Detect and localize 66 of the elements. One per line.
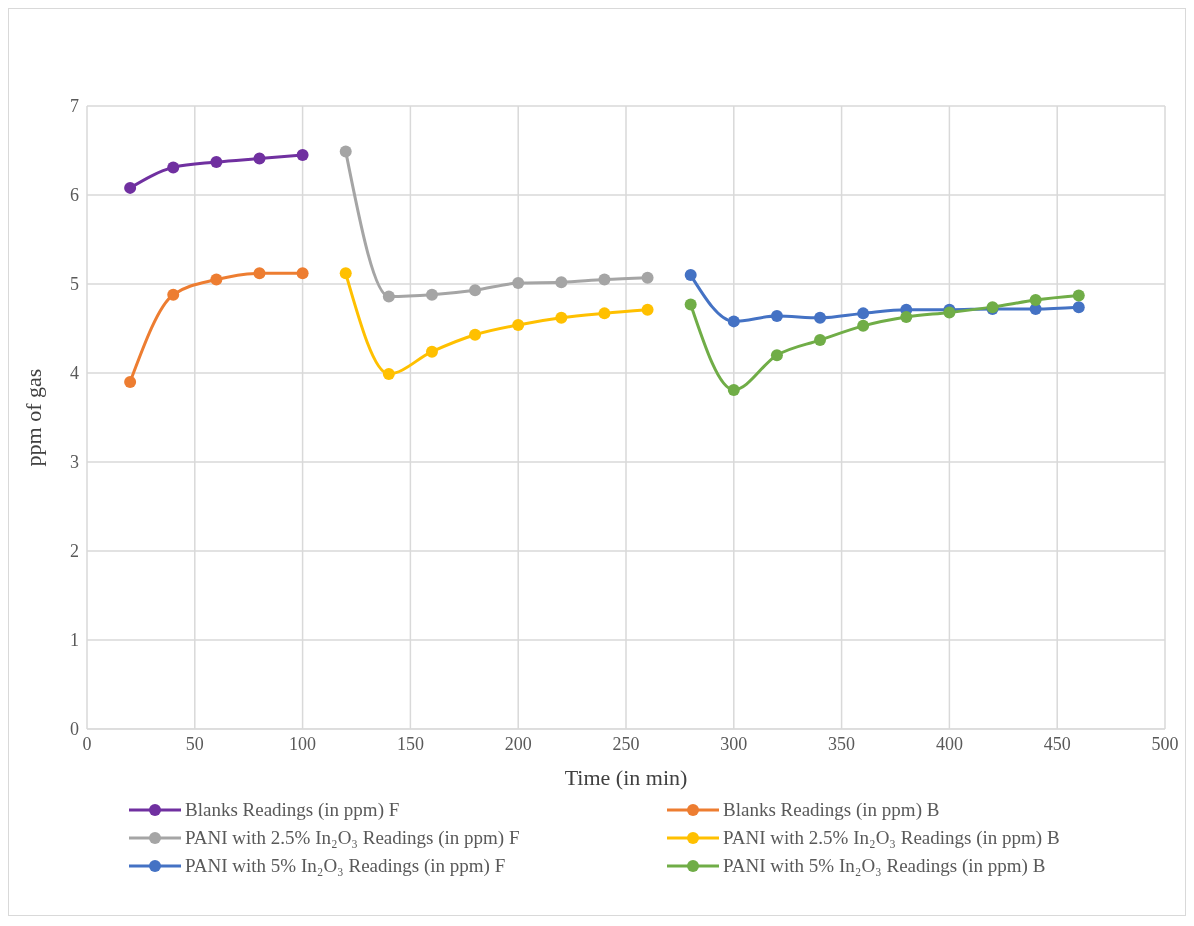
y-tick-label: 0 (70, 719, 79, 740)
legend-label: Blanks Readings (in ppm) F (185, 799, 400, 821)
point (210, 156, 223, 169)
point (296, 267, 309, 280)
point (641, 271, 654, 284)
point (469, 328, 482, 341)
x-tick-label: 400 (935, 733, 963, 754)
point (425, 345, 438, 358)
point (425, 288, 438, 301)
point (598, 273, 611, 286)
point (124, 375, 137, 388)
y-axis-title: ppm of gas (20, 368, 46, 467)
legend-label: PANI with 5% In₂O₃ Readings (in ppm) F (185, 855, 506, 877)
point (469, 284, 482, 297)
point (339, 267, 352, 280)
y-tick-label: 6 (70, 185, 79, 206)
point (900, 310, 913, 323)
point (555, 276, 568, 289)
point (857, 319, 870, 332)
x-tick-label: 200 (504, 733, 532, 754)
point (598, 307, 611, 320)
legend-label: PANI with 2.5% In₂O₃ Readings (in ppm) B (723, 827, 1060, 849)
point (770, 310, 783, 323)
x-tick-label: 50 (185, 733, 204, 754)
point (1029, 294, 1042, 307)
point (167, 161, 180, 174)
point (684, 269, 697, 282)
x-axis-title: Time (in min) (564, 765, 688, 790)
point (814, 334, 827, 347)
x-tick-label: 150 (396, 733, 424, 754)
point (857, 307, 870, 320)
point (253, 267, 266, 280)
x-tick-label: 500 (1151, 733, 1179, 754)
legend-label: Blanks Readings (in ppm) B (723, 799, 940, 821)
x-tick-label: 350 (828, 733, 856, 754)
point (124, 181, 137, 194)
point (296, 148, 309, 161)
legend-label: PANI with 2.5% In₂O₃ Readings (in ppm) F (185, 827, 520, 849)
legend-label: PANI with 5% In₂O₃ Readings (in ppm) B (723, 855, 1046, 877)
point (814, 311, 827, 324)
point (727, 315, 740, 328)
point (1072, 301, 1085, 314)
y-tick-label: 3 (70, 452, 79, 473)
y-tick-label: 4 (70, 363, 79, 384)
point (339, 145, 352, 158)
y-tick-label: 2 (70, 541, 79, 562)
point (253, 152, 266, 165)
point (382, 290, 395, 303)
point (770, 349, 783, 362)
x-tick-label: 250 (612, 733, 640, 754)
point (684, 298, 697, 311)
point (641, 303, 654, 316)
x-tick-label: 100 (289, 733, 317, 754)
point (1072, 289, 1085, 302)
point (210, 273, 223, 286)
y-tick-label: 5 (70, 274, 79, 295)
point (512, 318, 525, 331)
point (167, 288, 180, 301)
y-tick-label: 7 (70, 96, 79, 117)
x-tick-label: 300 (720, 733, 748, 754)
point (555, 311, 568, 324)
x-tick-label: 450 (1043, 733, 1071, 754)
point (727, 383, 740, 396)
y-tick-label: 1 (70, 630, 79, 651)
point (382, 367, 395, 380)
point (512, 277, 525, 290)
